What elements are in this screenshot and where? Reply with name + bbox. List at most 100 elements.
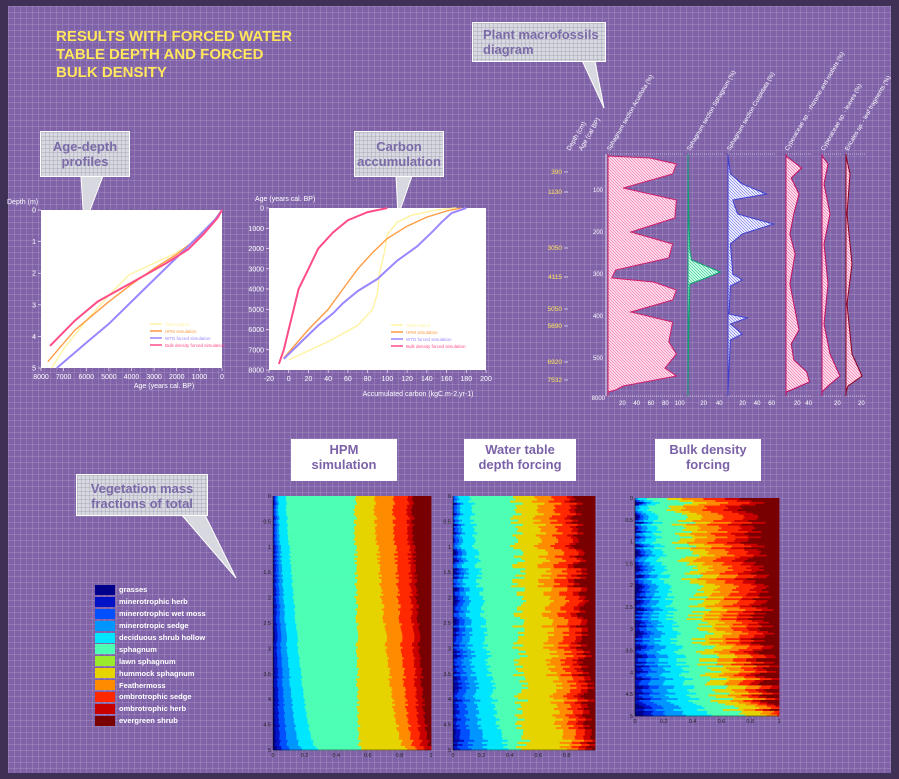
hm0-band	[415, 670, 422, 672]
callout-wtd: Water table depth forcing	[464, 439, 576, 481]
hm0-band	[284, 593, 294, 595]
hm1-band	[484, 610, 523, 612]
hm2-band	[753, 525, 779, 527]
hm0-band	[407, 543, 412, 545]
hm2-band	[768, 631, 780, 633]
hm1-band	[483, 604, 522, 606]
hm0-band	[311, 733, 360, 735]
hm0-band	[419, 737, 427, 739]
hm0-band	[273, 703, 276, 705]
hm2-band	[639, 694, 650, 696]
hm0-band	[302, 682, 357, 684]
hm1-band	[465, 680, 475, 682]
hm0-band	[400, 625, 413, 627]
hm2-band	[667, 498, 682, 500]
hm2-band	[698, 503, 720, 505]
hm0-band	[393, 528, 407, 530]
hm1-band	[470, 638, 485, 640]
hm2-band	[645, 585, 651, 587]
hm1-band	[455, 608, 461, 610]
hm0-band	[279, 574, 283, 576]
legend-swatch	[95, 680, 115, 690]
hm2-band	[736, 643, 751, 645]
hm2-band	[747, 685, 761, 687]
hm0-band	[407, 519, 412, 521]
hm2-band	[659, 643, 676, 645]
hm1-band	[487, 667, 516, 669]
hm2-band	[635, 540, 639, 542]
hm1-band	[458, 687, 462, 689]
hm0-band	[413, 530, 432, 532]
hm2-band	[744, 676, 756, 678]
hm1-band	[476, 684, 493, 686]
hm1-band	[470, 640, 485, 642]
hm0-band	[401, 629, 413, 631]
hm2-band	[697, 565, 713, 567]
hm1-band	[470, 674, 487, 676]
hm0-band	[298, 648, 357, 650]
hm1-band	[561, 674, 573, 676]
hm0-band	[399, 579, 412, 581]
hm1-band	[457, 507, 461, 509]
hm1-band	[525, 587, 552, 589]
hm0-band	[282, 657, 289, 659]
hm0-band	[408, 500, 413, 502]
hm0-band	[274, 600, 277, 602]
hm1-band	[461, 570, 466, 572]
hm1-ytick: 3.5	[443, 672, 451, 678]
hm1-band	[459, 587, 464, 589]
heatmap-hpm: 00.511.522.533.544.550 0.2 0.4 0.6 0.8 1	[263, 494, 432, 759]
hm2-band	[668, 592, 696, 594]
hm0-band	[412, 504, 432, 506]
hm0-band	[403, 678, 414, 680]
hm1-band	[570, 526, 576, 528]
hm0-ytick: 0.5	[263, 519, 271, 525]
hm0-band	[359, 689, 393, 691]
hm0-band	[274, 714, 278, 716]
hm2-band	[751, 654, 765, 656]
hm0-band	[280, 733, 287, 735]
hm2-band	[644, 678, 650, 680]
hm1-band	[561, 502, 577, 504]
hm0-band	[294, 593, 358, 595]
hm1-band	[554, 708, 568, 710]
hm1-band	[534, 521, 551, 523]
hm2-band	[644, 543, 651, 545]
hm0-band	[416, 608, 431, 610]
hm0-band	[407, 511, 412, 513]
hm0-band	[415, 674, 422, 676]
hm2-band	[635, 616, 639, 618]
hm1-band	[565, 545, 571, 547]
hm1-band	[524, 634, 554, 636]
hm2-band	[779, 687, 780, 689]
hm2-band	[667, 689, 688, 691]
hm2-band	[739, 614, 751, 616]
hm0-band	[410, 547, 416, 549]
hm1-band	[457, 570, 462, 572]
hm2-band	[636, 523, 642, 525]
hm2-band	[655, 569, 667, 571]
hm0-band	[421, 670, 431, 672]
hm0-band	[416, 691, 423, 693]
hm1-band	[461, 678, 469, 680]
hm0-band	[392, 509, 406, 511]
hm0-band	[278, 521, 287, 523]
hm2-band	[672, 627, 698, 629]
hm0-band	[400, 642, 412, 644]
hm2-band	[701, 572, 721, 574]
hm0-band	[382, 600, 399, 602]
hm2-band	[706, 580, 725, 582]
hm2-band	[648, 583, 657, 585]
hm0-band	[404, 672, 416, 674]
hm0-band	[297, 644, 356, 646]
hm0-band	[413, 653, 419, 655]
hm2-band	[719, 656, 738, 658]
hm1-band	[460, 593, 466, 595]
hm2-band	[682, 667, 708, 669]
hm1-band	[583, 661, 595, 663]
hm0-band	[304, 693, 359, 695]
hm1-band	[583, 648, 596, 650]
hm1-band	[551, 610, 567, 612]
hm2-band	[635, 665, 644, 667]
hm2-band	[701, 518, 722, 520]
